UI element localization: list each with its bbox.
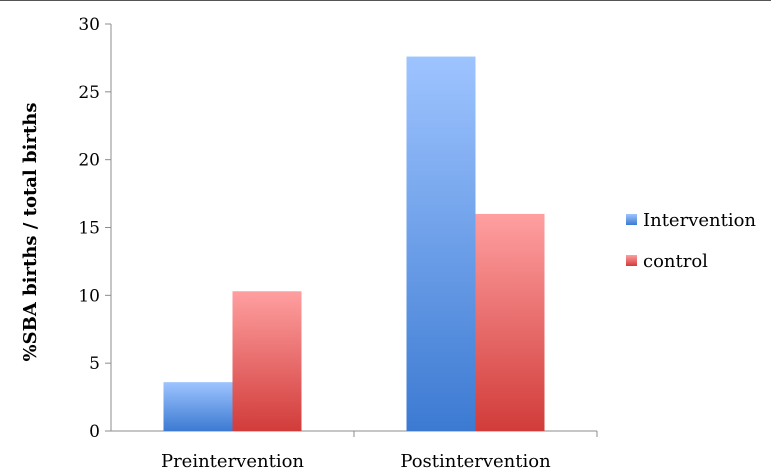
y-axis-label: %SBA births / total births <box>20 103 41 362</box>
legend-label-control: control <box>643 251 708 272</box>
y-tick-label: 25 <box>78 83 100 103</box>
y-tick-label: 20 <box>78 151 100 171</box>
bar-intervention-postintervention <box>406 56 476 432</box>
bar-intervention-preintervention <box>163 382 233 431</box>
bar-control-postintervention <box>475 213 545 431</box>
y-tick-label: 10 <box>78 286 100 306</box>
x-category-label: Postintervention <box>400 451 551 469</box>
legend-swatch-control <box>626 255 637 266</box>
bar-control-preintervention <box>232 291 302 431</box>
legend-swatch-intervention <box>626 214 637 225</box>
x-category-label: Preintervention <box>161 451 304 469</box>
y-tick-label: 30 <box>78 15 100 35</box>
legend: Intervention control <box>626 210 756 272</box>
y-tick-label: 0 <box>89 422 100 442</box>
y-tick-label: 15 <box>78 219 100 239</box>
y-tick-label: 5 <box>89 354 100 374</box>
legend-label-intervention: Intervention <box>643 210 756 231</box>
category-labels: Preintervention Postintervention <box>161 431 598 469</box>
bars <box>163 56 545 432</box>
